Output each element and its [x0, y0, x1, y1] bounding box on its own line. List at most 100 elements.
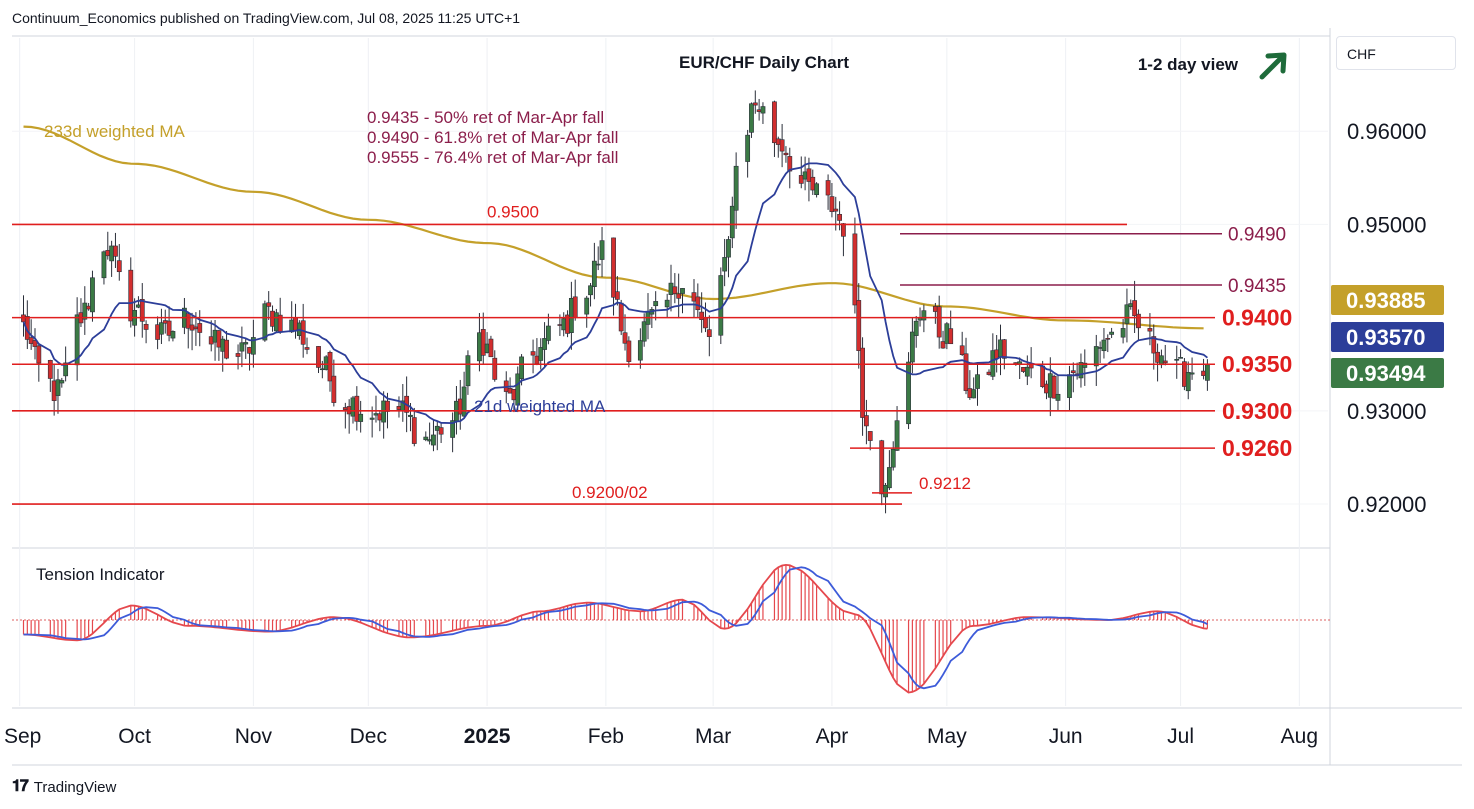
candle — [128, 257, 134, 328]
candle — [327, 350, 333, 392]
candle-body — [680, 288, 685, 294]
candle — [614, 276, 620, 306]
candle-body — [538, 347, 544, 361]
candle — [626, 336, 632, 368]
candle — [1093, 334, 1099, 386]
candle — [852, 217, 858, 314]
candle-body — [867, 431, 873, 441]
candle-body — [664, 299, 670, 308]
candle-body — [1105, 338, 1111, 340]
price-badge — [1331, 322, 1444, 352]
currency-label[interactable]: CHF — [1336, 36, 1456, 70]
candle-body — [358, 413, 364, 422]
candle — [358, 400, 364, 433]
candle-body — [304, 347, 310, 350]
candle — [595, 246, 601, 271]
candle — [664, 293, 670, 318]
candle — [492, 350, 498, 382]
candle-body — [909, 331, 915, 363]
candle-body — [864, 415, 869, 427]
level-label: 0.9300 — [1222, 398, 1292, 424]
candle — [637, 328, 643, 369]
candle — [1151, 324, 1157, 370]
level-label: 0.9200/02 — [572, 483, 648, 502]
candle — [1082, 349, 1088, 386]
candle-body — [729, 205, 735, 239]
ma-233-label: 233d weighted MA — [44, 122, 185, 141]
candle-body — [841, 223, 846, 237]
tension-signal-line — [23, 566, 1208, 690]
candle-body — [411, 417, 417, 444]
publisher-header: Continuum_Economics published on Trading… — [12, 10, 521, 26]
candle — [243, 337, 249, 359]
candle-body — [492, 357, 498, 380]
candle-body — [886, 467, 892, 489]
candle — [1174, 345, 1180, 379]
candle-body — [1055, 393, 1061, 401]
candle — [680, 288, 685, 314]
x-tick-label: Feb — [588, 725, 624, 748]
candle-body — [626, 340, 632, 362]
candle-body — [772, 101, 777, 144]
candle — [1051, 374, 1057, 399]
candle — [304, 337, 310, 355]
candle-body — [90, 277, 95, 313]
level-label: 0.9260 — [1222, 435, 1292, 461]
candle-body — [1040, 365, 1046, 388]
candle — [36, 344, 42, 382]
candle — [480, 312, 486, 365]
candle-body — [726, 239, 731, 258]
candle-body — [752, 102, 758, 106]
candle — [1055, 375, 1061, 411]
candle-body — [82, 302, 88, 320]
candle — [913, 315, 919, 348]
candle — [676, 273, 682, 319]
candle-body — [143, 323, 149, 330]
x-grid — [12, 38, 1328, 706]
candle — [545, 313, 551, 345]
candle-body — [515, 373, 521, 406]
candle-body — [1132, 300, 1137, 317]
candle-body — [588, 285, 593, 296]
candle — [726, 236, 731, 278]
candle-body — [55, 379, 61, 396]
tradingview-brand: TradingView — [33, 778, 117, 796]
candle-body — [36, 345, 42, 364]
candle — [354, 386, 360, 431]
candle — [59, 377, 65, 388]
x-tick-label: Oct — [118, 725, 151, 748]
ma-21-line — [22, 162, 1208, 425]
x-tick-label: Apr — [816, 725, 849, 748]
candle — [890, 441, 896, 471]
arrow-up-right-icon — [1259, 52, 1287, 80]
candle-body — [1204, 364, 1210, 381]
candle — [542, 322, 547, 369]
candle-body — [369, 417, 375, 420]
x-tick-label: Dec — [350, 725, 387, 748]
candle-body — [32, 340, 38, 347]
candle-body — [1082, 362, 1088, 368]
candle-body — [599, 240, 605, 260]
candle — [262, 300, 268, 342]
candle — [772, 100, 777, 157]
candle — [139, 283, 145, 338]
candle — [450, 412, 456, 453]
x-tick-label: Jun — [1049, 725, 1083, 748]
fib-note-50: 0.9435 - 50% ret of Mar-Apr fall — [367, 108, 604, 127]
candle — [860, 337, 865, 436]
candle-body — [519, 356, 524, 379]
candle-body — [1185, 372, 1191, 392]
candle — [829, 183, 835, 218]
candle — [47, 359, 53, 392]
candle-body — [722, 257, 728, 272]
candle — [101, 250, 107, 285]
candle — [745, 129, 751, 178]
candle — [749, 102, 754, 138]
candle-body — [860, 347, 865, 418]
candle — [55, 368, 61, 414]
candle-body — [327, 351, 333, 382]
candle-body — [63, 362, 69, 377]
candle — [729, 196, 735, 249]
candle-body — [545, 325, 551, 341]
candle-body — [921, 310, 927, 321]
